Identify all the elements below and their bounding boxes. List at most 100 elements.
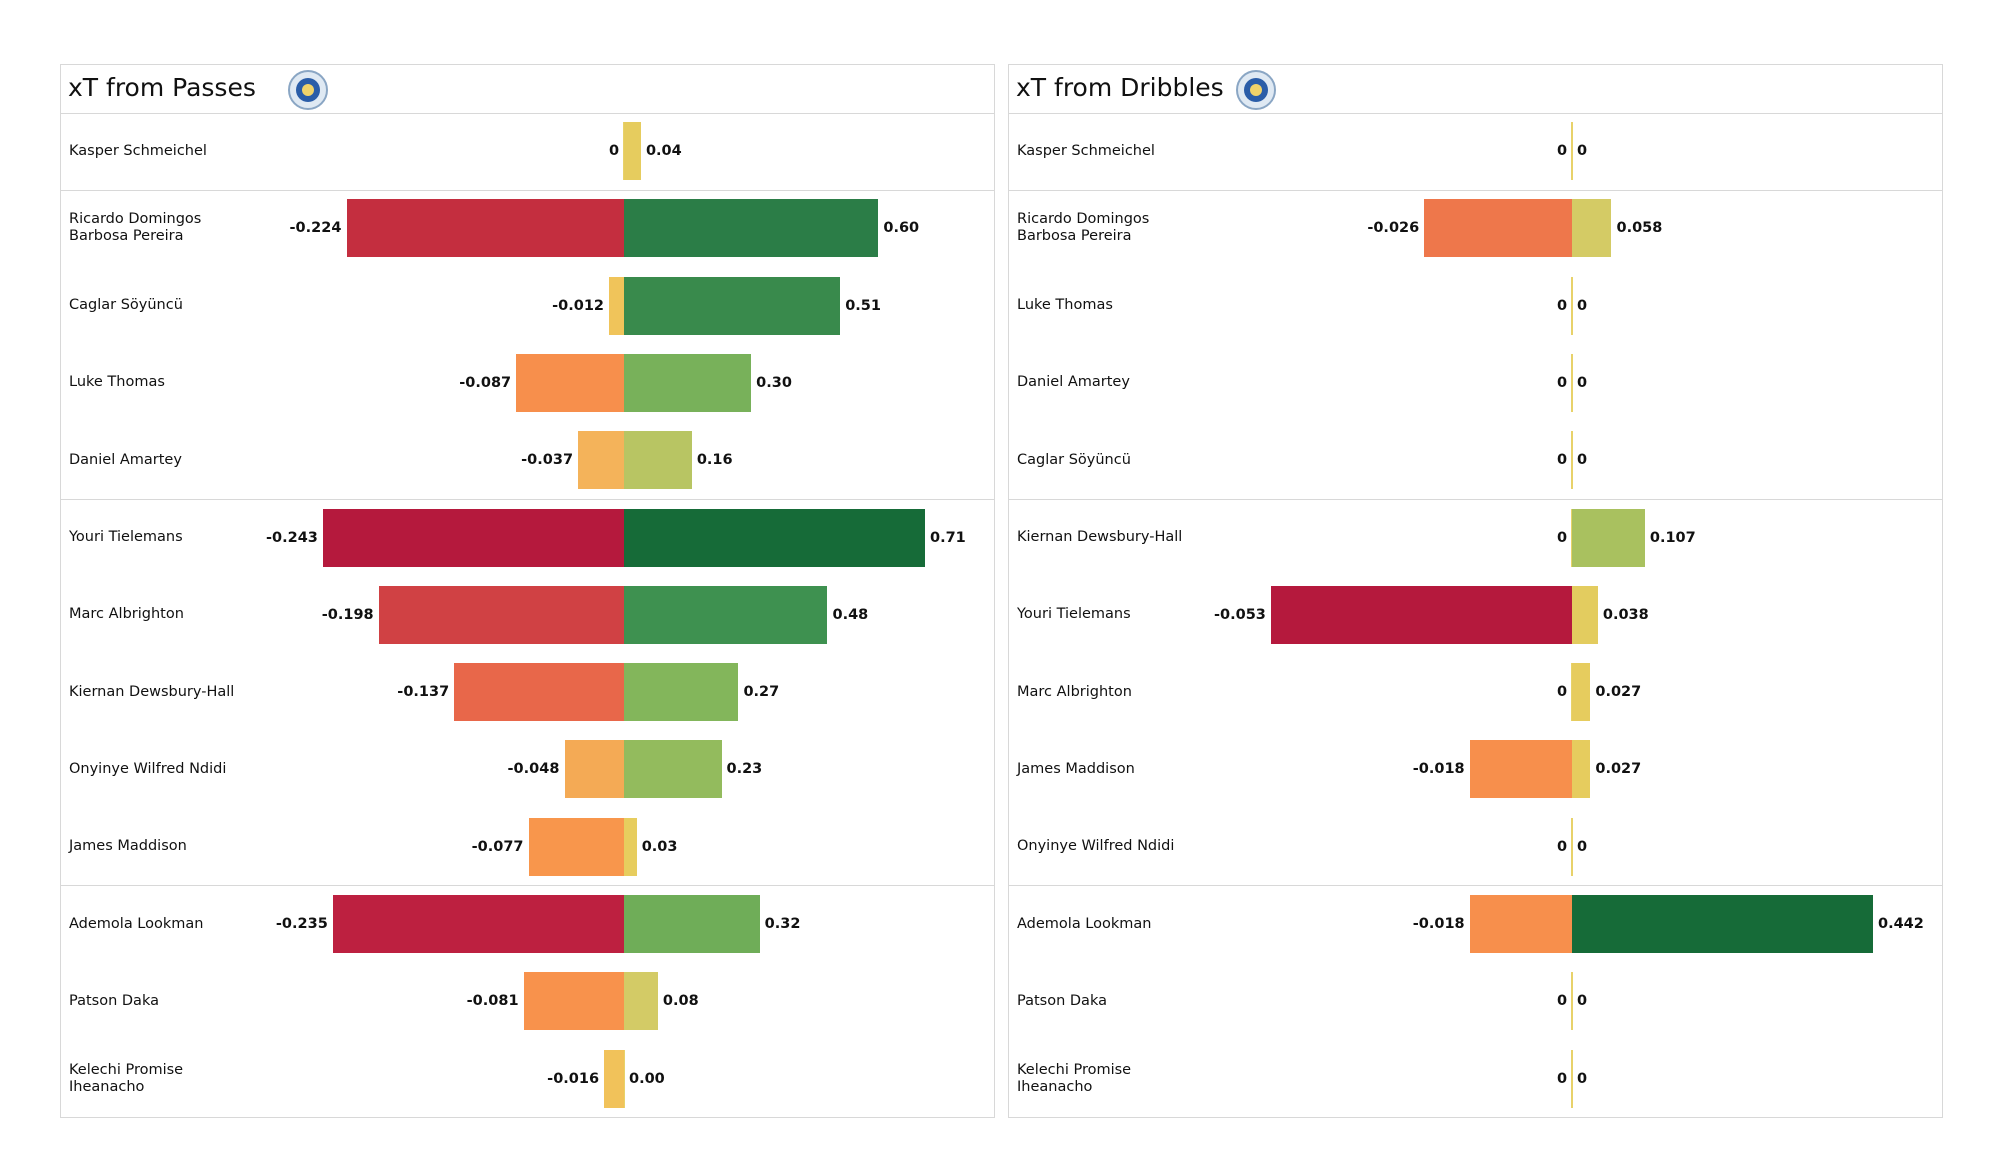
player-name: Ricardo Domingos Barbosa Pereira	[1017, 211, 1150, 245]
value-label: 0.51	[845, 297, 881, 314]
value-label: 0	[1557, 374, 1568, 391]
panel-header: xT from Passes	[61, 65, 994, 114]
player-name: Daniel Amartey	[69, 451, 182, 468]
value-label: -0.243	[266, 529, 318, 546]
group-separator	[1009, 498, 1942, 500]
player-name: Kasper Schmeichel	[69, 142, 207, 159]
bar-negative	[523, 972, 624, 1031]
player-name: Luke Thomas	[69, 374, 165, 391]
player-name: Luke Thomas	[1017, 297, 1113, 314]
player-name: Youri Tielemans	[69, 529, 183, 545]
value-label: 0.30	[756, 374, 792, 391]
player-name: Daniel Amartey	[1017, 374, 1130, 391]
bar-negative	[378, 585, 624, 644]
value-label: 0.60	[883, 220, 920, 237]
value-label: 0	[1557, 993, 1568, 1010]
player-name: Onyinye Wilfred Ndidi	[69, 760, 227, 777]
bar-negative	[1424, 199, 1572, 258]
group-separator	[61, 189, 994, 191]
zero-line	[1571, 1049, 1573, 1108]
value-label: 0	[1557, 684, 1568, 701]
value-label: -0.198	[321, 606, 374, 623]
player-name: Caglar Söyüncü	[1017, 451, 1131, 468]
player-name: Kelechi Promise Iheanacho	[1017, 1061, 1132, 1095]
value-label: -0.016	[547, 1070, 600, 1087]
bar-positive	[1572, 740, 1591, 799]
bar-negative	[564, 740, 624, 799]
player-name: Kiernan Dewsbury-Hall	[1017, 529, 1183, 545]
value-label: 0	[1557, 529, 1568, 546]
bar-negative	[332, 895, 624, 953]
value-label: -0.048	[507, 761, 560, 778]
bar-positive	[624, 895, 760, 953]
bar-positive	[1572, 199, 1612, 258]
player-name: Marc Albrighton	[69, 606, 184, 623]
bar-positive	[624, 663, 739, 722]
zero-line	[1571, 353, 1573, 412]
value-label: 0.058	[1616, 220, 1663, 237]
value-label: 0.442	[1878, 916, 1924, 932]
bar-positive	[624, 122, 641, 180]
player-name: Marc Albrighton	[1017, 683, 1132, 700]
group-separator	[61, 498, 994, 500]
player-name: Ademola Lookman	[1017, 915, 1152, 932]
bar-positive	[624, 508, 925, 567]
player-name: James Maddison	[1017, 760, 1135, 777]
bar-negative	[528, 817, 624, 876]
bar-positive	[624, 740, 722, 799]
value-label: 0.00	[629, 1070, 665, 1087]
bar-positive	[1572, 585, 1598, 644]
group-separator	[61, 885, 994, 887]
value-label: -0.026	[1367, 220, 1420, 237]
bar-positive	[624, 353, 752, 412]
value-label: -0.224	[289, 220, 342, 237]
player-name: Kelechi Promise Iheanacho	[69, 1061, 184, 1095]
chart-title: xT from Dribbles	[1016, 73, 1224, 102]
bar-positive	[624, 972, 658, 1031]
panel-header: xT from Dribbles	[1009, 65, 1942, 114]
bar-positive	[624, 817, 637, 876]
value-label: 0.027	[1595, 684, 1642, 701]
bar-negative	[346, 199, 624, 258]
bar-positive	[1572, 508, 1645, 567]
value-label: 0.32	[764, 916, 801, 932]
value-label: 0	[1577, 838, 1588, 855]
value-label: -0.018	[1412, 916, 1465, 932]
bar-positive	[1572, 895, 1873, 953]
group-separator	[1009, 885, 1942, 887]
value-label: -0.037	[521, 452, 574, 469]
club-logo	[1236, 70, 1276, 110]
value-label: 0.16	[696, 452, 733, 469]
player-name: Patson Daka	[1017, 992, 1107, 1009]
bar-positive	[624, 199, 879, 258]
zero-line	[1571, 431, 1573, 490]
value-label: 0.08	[662, 993, 699, 1010]
player-name: Kasper Schmeichel	[1017, 142, 1155, 159]
value-label: 0	[609, 143, 620, 159]
value-label: -0.235	[275, 916, 328, 932]
player-name: Onyinye Wilfred Ndidi	[1017, 838, 1175, 855]
bar-positive	[624, 276, 841, 335]
value-label: 0.107	[1649, 529, 1696, 546]
zero-line	[1571, 122, 1573, 180]
zero-line	[1571, 817, 1573, 876]
value-label: 0	[1577, 297, 1588, 314]
bar-negative	[609, 276, 624, 335]
value-label: 0	[1577, 993, 1588, 1010]
value-label: 0	[1557, 452, 1568, 469]
value-label: -0.087	[459, 374, 512, 391]
chart-panel: xT from Dribbles Kasper Schmeichel 0 0 Rica…	[1008, 64, 1943, 1118]
value-label: 0	[1557, 143, 1568, 159]
zero-line	[623, 1049, 625, 1108]
group-separator	[1009, 189, 1942, 191]
bar-negative	[323, 508, 624, 567]
club-logo	[288, 70, 328, 110]
value-label: -0.018	[1412, 761, 1465, 778]
value-label: 0	[1577, 452, 1588, 469]
value-label: 0	[1577, 143, 1588, 159]
player-name: Ricardo Domingos Barbosa Pereira	[69, 211, 202, 245]
bar-negative	[578, 431, 624, 490]
value-label: 0.27	[743, 684, 780, 701]
value-label: 0.23	[726, 761, 763, 778]
